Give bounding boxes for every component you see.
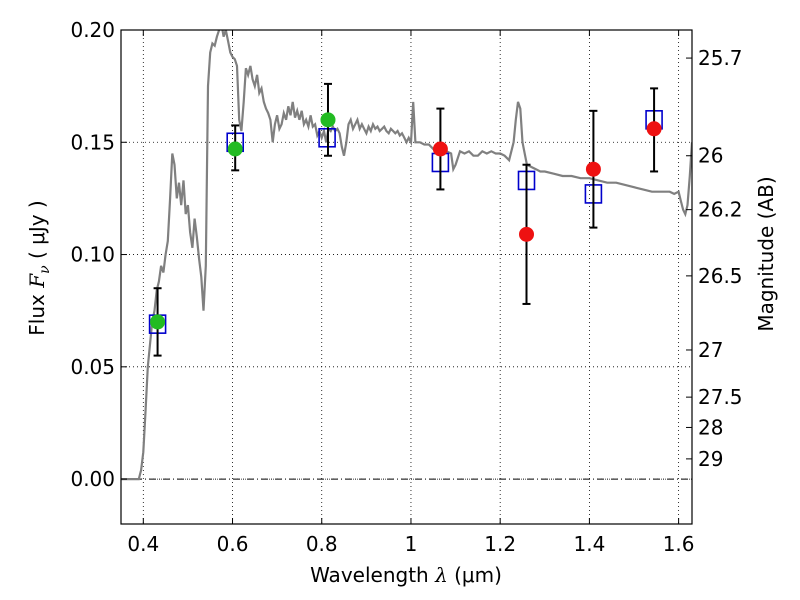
y2-tick-label: 27.5 <box>698 385 743 409</box>
optical-detection-point <box>320 112 336 128</box>
y2-tick-label: 26 <box>698 144 723 168</box>
axis-ticks: 0.4 0.6 0.8 1 1.2 1.4 1.6 0.00 0.05 0.10 0.15 0.20 2… <box>70 18 742 556</box>
x-axis-label: Wavelength λ (μm) <box>310 563 502 587</box>
axes-frame <box>120 29 693 525</box>
x-tick-label: 0.8 <box>306 532 338 556</box>
plot-area <box>121 30 692 481</box>
optical-detection-point <box>227 141 243 157</box>
y-tick-label: 0.20 <box>70 18 115 42</box>
nir-detection-point <box>518 226 534 242</box>
nir-detection-point <box>646 121 662 137</box>
y-axis-label: Flux Fν ( μJy ) <box>25 200 53 335</box>
x-tick-label: 1.6 <box>663 532 695 556</box>
y2-axis-label: Magnitude (AB) <box>754 176 778 331</box>
x-tick-label: 0.4 <box>127 532 159 556</box>
y2-tick-label: 29 <box>698 447 723 471</box>
nir-detection-point <box>585 161 601 177</box>
y2-tick-label: 25.7 <box>698 46 743 70</box>
y2-tick-label: 27 <box>698 338 723 362</box>
y2-tick-label: 26.2 <box>698 198 743 222</box>
spectrum-line <box>121 30 692 481</box>
y-tick-label: 0.05 <box>70 355 115 379</box>
x-tick-label: 1 <box>405 532 418 556</box>
x-tick-label: 0.6 <box>217 532 249 556</box>
optical-detection-point <box>150 314 166 330</box>
grid-lines <box>121 29 692 524</box>
y2-tick-label: 28 <box>698 415 723 439</box>
nir-detection-point <box>432 141 448 157</box>
y2-tick-label: 26.5 <box>698 264 743 288</box>
x-tick-label: 1.4 <box>573 532 605 556</box>
y-tick-label: 0.00 <box>70 467 115 491</box>
x-tick-label: 1.2 <box>484 532 516 556</box>
y-tick-label: 0.15 <box>70 130 115 154</box>
y-tick-label: 0.10 <box>70 243 115 267</box>
